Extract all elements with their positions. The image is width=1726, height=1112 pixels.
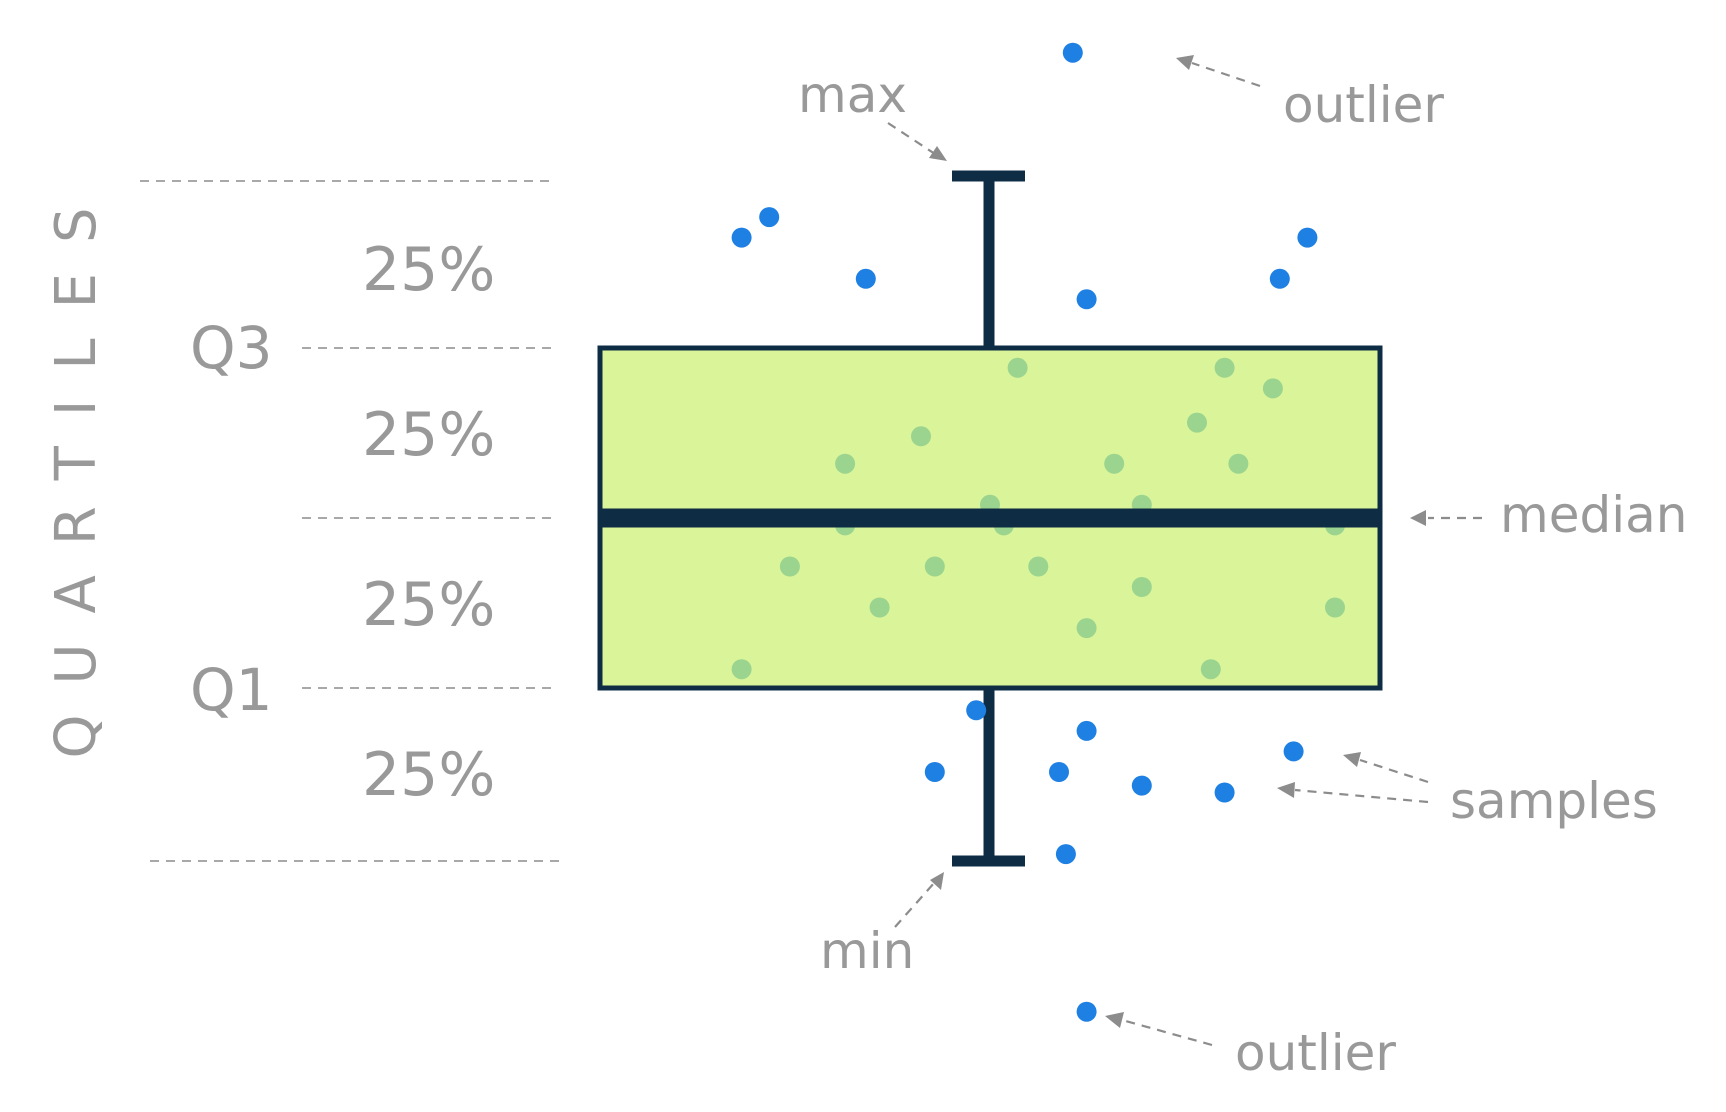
inside-sample-point-5 bbox=[869, 597, 890, 618]
outlier-top-arrow bbox=[1191, 61, 1261, 88]
min-label: min bbox=[820, 922, 914, 980]
outside-sample-point-7 bbox=[966, 700, 987, 721]
outside-sample-point-9 bbox=[924, 762, 945, 782]
percent-label-top: 25% bbox=[362, 235, 495, 305]
inside-sample-point-16 bbox=[1187, 412, 1207, 433]
min-arrowhead bbox=[930, 872, 944, 890]
samples-label: samples bbox=[1450, 772, 1658, 830]
outlier-top-arrowhead bbox=[1176, 55, 1194, 70]
outlier-point-2 bbox=[1076, 1001, 1097, 1022]
q3-label: Q3 bbox=[190, 314, 273, 382]
inside-sample-point-17 bbox=[1200, 659, 1221, 680]
inside-sample-point-11 bbox=[1028, 556, 1049, 577]
outside-sample-point-5 bbox=[1269, 268, 1290, 289]
outside-sample-point-8 bbox=[1076, 720, 1097, 741]
inside-sample-point-15 bbox=[1131, 577, 1152, 597]
max-label: max bbox=[798, 66, 907, 124]
max-arrow bbox=[887, 122, 936, 155]
inside-sample-point-3 bbox=[835, 453, 856, 474]
samples-arrowhead-lower bbox=[1277, 782, 1295, 798]
min-arrow bbox=[894, 881, 936, 928]
outside-sample-point-11 bbox=[1131, 775, 1152, 796]
outside-sample-point-2 bbox=[855, 268, 876, 289]
outside-sample-point-3 bbox=[731, 227, 752, 248]
inside-sample-point-2 bbox=[779, 556, 800, 577]
inside-sample-point-6 bbox=[924, 556, 945, 577]
outside-samples-group bbox=[731, 42, 1318, 1022]
outside-sample-point-13 bbox=[1283, 741, 1304, 762]
outlier-bottom-label: outlier bbox=[1235, 1024, 1396, 1082]
outside-sample-point-10 bbox=[1049, 762, 1069, 782]
inside-sample-point-13 bbox=[1104, 453, 1125, 474]
quartiles-vertical-title: QUARTILES bbox=[44, 177, 109, 758]
samples-arrow-upper bbox=[1359, 758, 1429, 784]
percent-label-bottom: 25% bbox=[362, 740, 495, 810]
percent-label-lower: 25% bbox=[362, 570, 495, 640]
inside-sample-point-19 bbox=[1262, 378, 1283, 399]
samples-arrow-lower bbox=[1294, 788, 1429, 804]
outlier-bottom-arrow bbox=[1121, 1018, 1213, 1047]
inside-sample-point-21 bbox=[1228, 453, 1249, 474]
outside-sample-point-4 bbox=[1076, 289, 1097, 310]
percent-label-upper: 25% bbox=[362, 400, 495, 470]
outside-sample-point-14 bbox=[1055, 844, 1076, 865]
outlier-point-1 bbox=[1062, 42, 1083, 63]
inside-samples-group bbox=[731, 357, 1345, 680]
inside-sample-point-1 bbox=[731, 659, 752, 680]
outside-sample-point-6 bbox=[1297, 227, 1318, 248]
outside-sample-point-1 bbox=[759, 207, 780, 228]
median-arrowhead bbox=[1410, 510, 1426, 526]
max-arrowhead bbox=[929, 146, 947, 161]
inside-sample-point-12 bbox=[1076, 618, 1097, 639]
inside-sample-point-8 bbox=[911, 426, 931, 447]
samples-arrowhead-upper bbox=[1343, 752, 1361, 767]
median-label: median bbox=[1500, 486, 1687, 544]
q1-label: Q1 bbox=[190, 656, 273, 724]
inside-sample-point-9 bbox=[1007, 357, 1028, 378]
outlier-top-label: outlier bbox=[1283, 76, 1444, 134]
inside-sample-point-18 bbox=[1214, 357, 1235, 378]
inside-sample-point-22 bbox=[1325, 597, 1345, 618]
outside-sample-point-12 bbox=[1214, 782, 1235, 803]
outlier-bottom-arrowhead bbox=[1105, 1012, 1124, 1028]
